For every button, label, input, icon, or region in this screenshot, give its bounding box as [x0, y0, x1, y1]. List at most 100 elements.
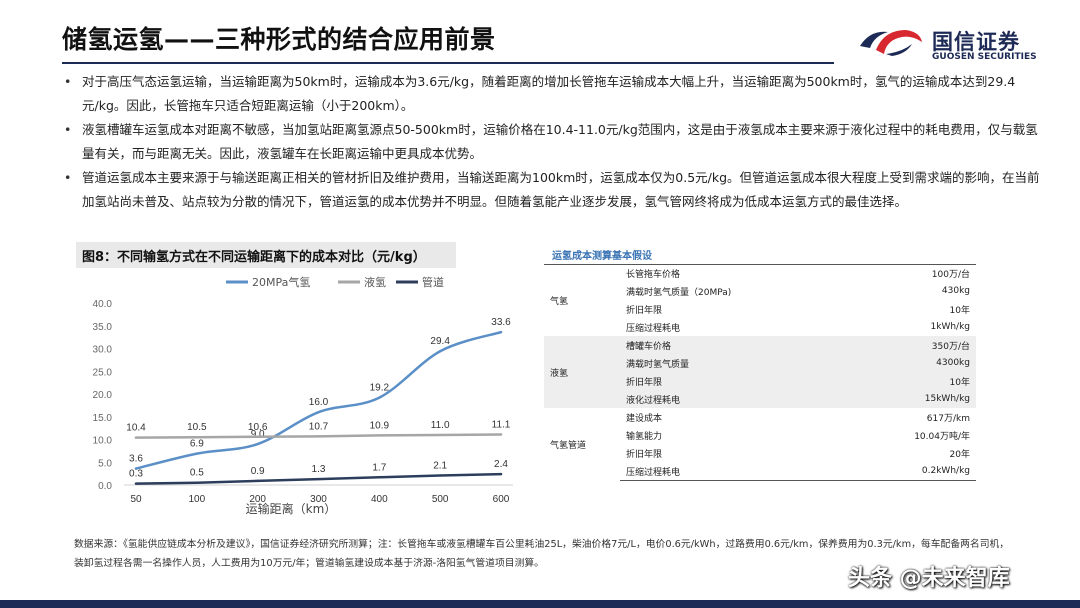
value-cell: 350万/台: [832, 336, 976, 354]
page-title: 储氢运氢——三种形式的结合应用前景: [62, 25, 496, 54]
table-row: 液化过程耗电 15kWh/kg: [544, 390, 976, 408]
param-cell: 折旧年限: [620, 372, 832, 390]
y-tick-label: 25.0: [93, 367, 113, 378]
data-label: 10.6: [248, 422, 268, 433]
data-label: 10.4: [126, 423, 146, 434]
data-point: [195, 436, 199, 439]
legend-label: 管道: [422, 275, 444, 289]
bullet-item: 对于高压气态运氢运输，当运输距离为50km时，运输成本为3.6元/kg，随着距离…: [60, 70, 1040, 118]
param-cell: 输氢能力: [626, 431, 663, 442]
data-point: [378, 476, 381, 479]
figure-caption: 图8：不同输氢方式在不同运输距离下的成本对比（元/kg）: [82, 250, 426, 265]
data-label: 10.7: [309, 421, 329, 432]
table-row: 折旧年限 20年: [544, 444, 976, 462]
data-label: 0.9: [251, 466, 265, 477]
cost-line-chart: 0.0 5.0 10.0 15.0 20.0 25.0 30.0 35.0 40.0 50 100 2…: [93, 275, 513, 516]
data-point: [438, 474, 442, 477]
value-cell: 10.04万吨/年: [914, 431, 970, 442]
data-point: [438, 433, 442, 437]
table-row: 液氢 槽罐车价格 350万/台: [544, 336, 976, 408]
param-cell: 压缩过程耗电: [626, 323, 681, 334]
title-divider: [62, 62, 834, 64]
table-row: 输氢能力 10.04万吨/年: [544, 426, 976, 444]
param-cell: 压缩过程耗电: [620, 462, 832, 481]
footer-bar: [0, 592, 1080, 608]
data-point: [499, 433, 503, 436]
value-cell: 10年: [832, 372, 976, 390]
data-point: [256, 442, 259, 446]
data-label: 2.1: [433, 460, 447, 471]
data-label: 3.6: [129, 454, 143, 465]
data-point: [499, 472, 503, 476]
value-cell: 100万/台: [931, 269, 970, 280]
data-point: [195, 452, 199, 455]
data-point: [195, 481, 199, 484]
param-cell: 建设成本: [626, 413, 663, 424]
x-tick-label: 400: [371, 494, 388, 505]
y-tick-label: 0.0: [98, 481, 112, 492]
data-point: [499, 330, 503, 334]
y-tick-label: 40.0: [93, 299, 113, 310]
x-tick-label: 600: [493, 494, 510, 505]
data-point: [256, 479, 259, 483]
x-tick-label: 50: [130, 494, 142, 505]
figure-caption-box: 图8：不同输氢方式在不同运输距离下的成本对比（元/kg）: [76, 242, 456, 268]
param-cell: 长管拖车价格: [626, 269, 681, 280]
data-point: [378, 434, 381, 437]
table-row: 压缩过程耗电 1kWh/kg: [544, 318, 976, 336]
data-label: 33.6: [491, 317, 511, 328]
data-label: 9.0: [251, 429, 265, 440]
table-title-bar: 运氢成本测算基本假设: [544, 244, 976, 265]
y-tick-label: 15.0: [93, 413, 113, 424]
value-cell: 0.2kWh/kg: [832, 462, 976, 481]
table-row: 压缩过程耗电 0.2kWh/kg: [544, 462, 976, 481]
data-label: 0.5: [190, 468, 204, 479]
data-point: [438, 350, 442, 353]
value-cell: 4300kg: [832, 354, 976, 372]
data-point: [378, 396, 381, 399]
value-cell: 10年: [949, 305, 970, 316]
data-label: 0.3: [129, 469, 143, 480]
data-label: 19.2: [370, 383, 390, 394]
table-title: 运氢成本测算基本假设: [552, 251, 652, 262]
bullet-item: 液氢槽罐车运氢成本对距离不敏感，当加氢站距离氢源点50-500km时，运输价格在…: [60, 118, 1040, 166]
table-row: 满载时氢气质量 4300kg: [544, 354, 976, 372]
data-label: 6.9: [190, 439, 204, 450]
data-point: [134, 467, 138, 470]
param-cell: 折旧年限: [626, 449, 663, 460]
data-label: 16.0: [309, 397, 329, 408]
data-label: 11.1: [492, 419, 511, 430]
watermark: 头条 @未来智库: [848, 566, 1010, 591]
y-tick-label: 35.0: [93, 322, 113, 333]
value-cell: 617万/km: [926, 413, 970, 424]
table-row: 折旧年限 10年: [544, 300, 976, 318]
x-tick-label: 500: [432, 494, 449, 505]
logo-name-en: GUOSEN SECURITIES: [932, 52, 1037, 62]
x-tick-label: 100: [188, 494, 205, 505]
param-cell: 液化过程耗电: [620, 390, 832, 408]
y-tick-label: 30.0: [93, 345, 113, 356]
value-cell: 15kWh/kg: [832, 390, 976, 408]
data-point: [317, 477, 320, 481]
value-cell: 20年: [949, 449, 970, 460]
group-label: 液氢: [544, 336, 620, 408]
y-tick-label: 10.0: [93, 436, 113, 447]
data-point: [134, 482, 138, 485]
data-point: [317, 435, 320, 438]
param-cell: 折旧年限: [626, 305, 663, 316]
assumptions-table: 气氢 长管拖车价格 100万/台 满载时氢气质量（20MPa) 430kg 折旧…: [544, 264, 976, 481]
bullet-item: 管道运氢成本主要来源于与输送距离正相关的管材折旧及维护费用，当输送距离为100k…: [60, 166, 1040, 214]
data-point: [256, 435, 259, 438]
data-label: 2.4: [494, 459, 508, 470]
legend-label: 液氢: [364, 275, 386, 289]
param-cell: 槽罐车价格: [620, 336, 832, 354]
table-row: 满载时氢气质量（20MPa) 430kg: [544, 282, 976, 300]
value-cell: 430kg: [941, 286, 970, 296]
logo-mark-icon: [860, 30, 922, 56]
legend-label: 20MPa气氢: [252, 275, 310, 289]
data-label: 10.9: [370, 420, 390, 431]
x-tick-label: 300: [310, 494, 327, 505]
data-label: 29.4: [430, 336, 450, 347]
data-point: [317, 411, 320, 414]
y-tick-label: 5.0: [98, 458, 112, 469]
